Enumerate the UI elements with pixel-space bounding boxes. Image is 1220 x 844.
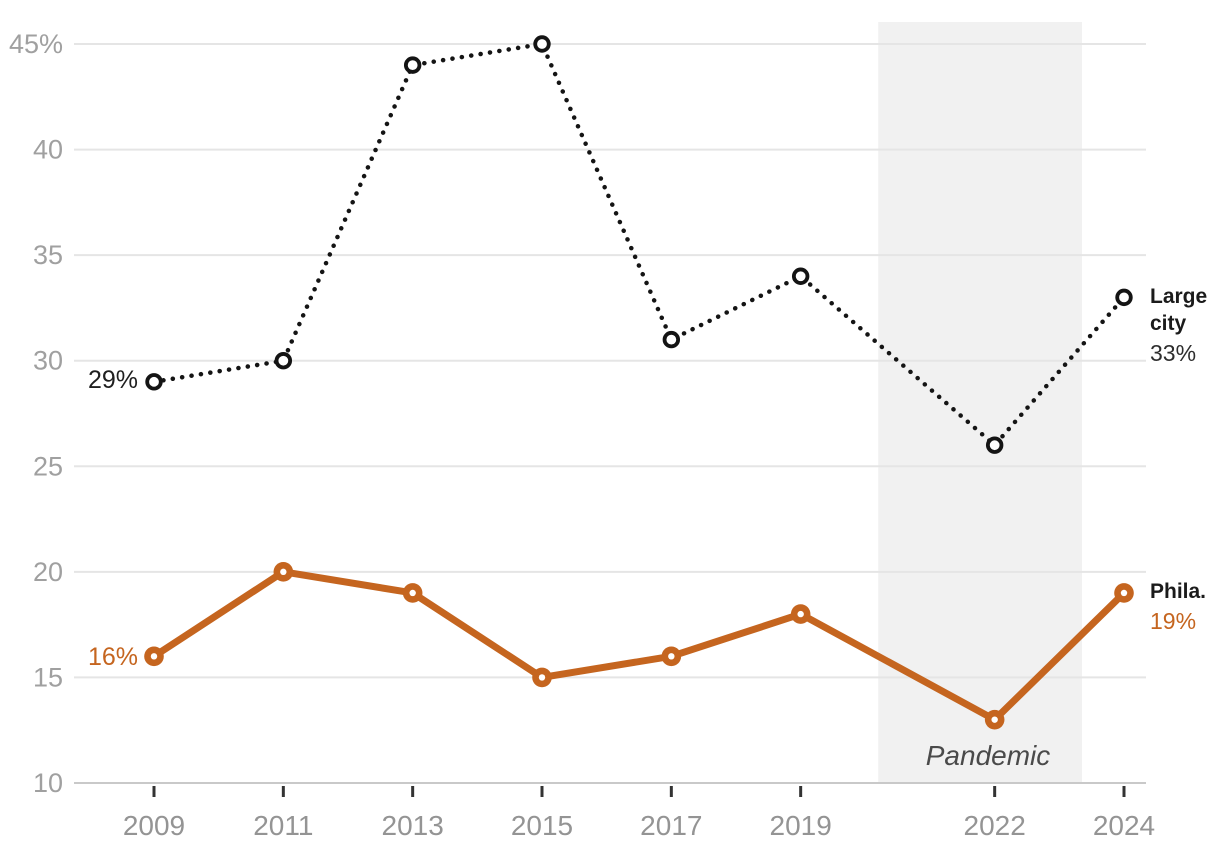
y-axis-tick-label: 45% bbox=[9, 29, 63, 59]
x-axis-tick-label: 2013 bbox=[382, 810, 444, 841]
first-point-label-phila: 16% bbox=[87, 643, 138, 671]
series-name-phila: Phila. bbox=[1150, 580, 1207, 603]
x-axis-tick-label: 2015 bbox=[511, 810, 573, 841]
x-axis-tick-label: 2022 bbox=[964, 810, 1026, 841]
x-axis-tick-label: 2009 bbox=[123, 810, 185, 841]
large-city-line bbox=[151, 41, 1127, 448]
y-axis-tick-label: 10 bbox=[33, 768, 63, 798]
series-end-label-large-city: Large city 33% bbox=[1150, 283, 1214, 365]
series-value-phila: 19% bbox=[1150, 608, 1197, 634]
phila-data-point-hole bbox=[280, 568, 287, 576]
x-axis-tick-label: 2011 bbox=[253, 810, 313, 841]
series-end-label-phila: Phila. 19% bbox=[1150, 578, 1214, 633]
phila-data-point-hole bbox=[150, 653, 158, 660]
phila-data-point-hole bbox=[991, 716, 998, 723]
large-city-data-point bbox=[791, 267, 810, 285]
phila-data-point-hole bbox=[797, 610, 804, 618]
x-axis-tick-label: 2017 bbox=[640, 810, 702, 841]
large-city-data-point bbox=[145, 373, 163, 391]
first-point-label-large-city: 29% bbox=[87, 366, 138, 394]
large-city-data-point bbox=[985, 436, 1004, 454]
y-axis-tick-label: 25 bbox=[33, 451, 63, 481]
large-city-data-point bbox=[533, 35, 551, 53]
x-axis-tick-label: 2019 bbox=[770, 810, 832, 841]
phila-line bbox=[150, 568, 1128, 724]
large-city-data-point bbox=[662, 330, 681, 349]
phila-data-point-hole bbox=[1120, 589, 1128, 597]
large-city-data-point bbox=[1115, 288, 1133, 307]
x-axis-tick-label: 2024 bbox=[1093, 810, 1155, 841]
large-city-data-point bbox=[274, 352, 293, 370]
y-axis-tick-label: 15 bbox=[33, 662, 63, 692]
y-axis-tick-label: 40 bbox=[33, 135, 63, 165]
phila-data-point-hole bbox=[538, 674, 546, 681]
large-city-data-point bbox=[403, 56, 422, 74]
y-axis-tick-label: 20 bbox=[33, 557, 63, 587]
series-value-large-city: 33% bbox=[1150, 340, 1197, 366]
y-axis-tick-label: 35 bbox=[33, 240, 63, 270]
phila-data-point-hole bbox=[668, 653, 675, 660]
pandemic-band-label: Pandemic bbox=[925, 740, 1051, 771]
series-name-large-city: Large city bbox=[1150, 285, 1208, 335]
phila-data-point-hole bbox=[409, 589, 416, 597]
y-axis-tick-label: 30 bbox=[33, 346, 63, 376]
